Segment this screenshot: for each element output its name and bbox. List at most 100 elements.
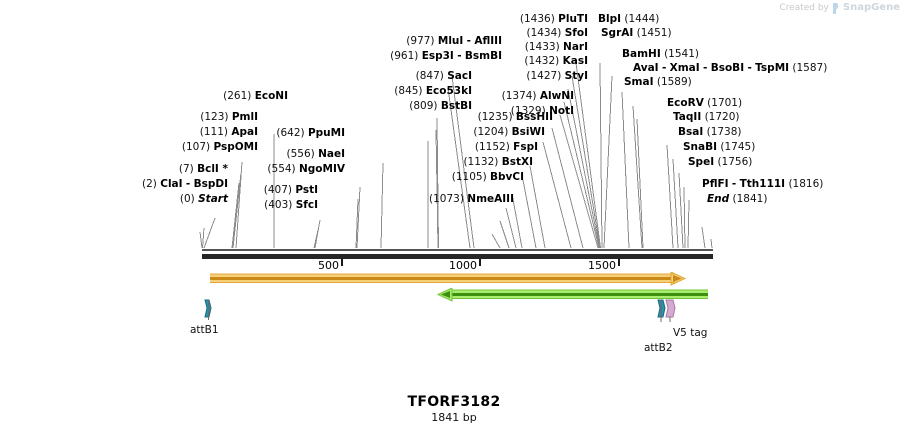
site-enzyme: BbvCI	[490, 171, 524, 183]
site-label-111: (111) ApaI	[200, 126, 258, 138]
site-pos: (554)	[267, 163, 296, 175]
site-enzyme: StyI	[564, 70, 588, 82]
site-label-845: (845) Eco53kI	[394, 85, 472, 97]
site-pos: (1152)	[474, 141, 510, 153]
site-enzyme: BamHI	[622, 48, 661, 60]
site-pos: (1816)	[788, 178, 824, 190]
site-enzyme: MluI	[437, 35, 464, 47]
site-enzyme: Eco53kI	[425, 85, 472, 97]
sequence-backbone[interactable]	[202, 254, 713, 259]
site-pos: (847)	[415, 70, 444, 82]
site-pos: (1720)	[704, 111, 740, 123]
site-enzyme: SfoI	[564, 27, 588, 39]
site-label-1433: (1433) NarI	[525, 41, 588, 53]
site-pos: (1432)	[524, 55, 560, 67]
site-enzyme: ClaI	[160, 178, 183, 190]
site-label-1105: (1105) BbvCI	[452, 171, 524, 183]
site-enzyme: AvaI	[633, 62, 659, 74]
site-enzyme: SpeI	[688, 156, 715, 168]
site-enzyme: SgrAI	[601, 27, 634, 39]
site-pos: (1587)	[792, 62, 828, 74]
site-enzyme: BsmBI	[464, 50, 502, 62]
site-pos: (1745)	[720, 141, 756, 153]
site-label-977: (977) MluI - AflIII	[406, 35, 502, 47]
site-pos: (123)	[200, 111, 229, 123]
site-label-1841-end: End (1841)	[707, 193, 767, 205]
site-label-1738: BsaI (1738)	[678, 126, 742, 138]
site-pos: (1434)	[526, 27, 562, 39]
orf-reverse-arrow[interactable]	[432, 288, 717, 302]
site-pos: (961)	[390, 50, 419, 62]
site-label-961: (961) Esp3I - BsmBI	[390, 50, 502, 62]
site-label-556: (556) NaeI	[287, 148, 345, 160]
site-enzyme: Tth111I	[739, 178, 786, 190]
ruler-tick-1000	[479, 259, 481, 266]
site-label-1816: PflFI - Tth111I (1816)	[702, 178, 824, 190]
site-pos: (1589)	[656, 76, 692, 88]
site-label-1436: (1436) PluTI	[520, 13, 588, 25]
site-enzyme: NarI	[563, 41, 588, 53]
site-enzyme: BstXI	[501, 156, 533, 168]
sequence-title: TFORF3182	[407, 394, 501, 410]
site-pos: (1841)	[732, 193, 768, 205]
site-pos: (1374)	[501, 90, 537, 102]
site-enzyme: BsaI	[678, 126, 704, 138]
site-pos: (1701)	[707, 97, 743, 109]
attb2-marker-icon[interactable]	[650, 298, 684, 322]
orf-forward-arrow[interactable]	[205, 272, 705, 286]
attb1-marker-icon[interactable]	[198, 298, 222, 322]
site-pos: (1436)	[519, 13, 555, 25]
v5-tag-marker-icon[interactable]	[662, 298, 692, 322]
site-label-1434: (1434) SfoI	[526, 27, 588, 39]
site-label-1756: SpeI (1756)	[688, 156, 752, 168]
site-enzyme: AflIII	[474, 35, 502, 47]
site-pos: (1329)	[510, 105, 546, 117]
site-enzyme: PmlI	[231, 111, 258, 123]
site-pos: (7)	[178, 163, 194, 175]
site-label-1073: (1073) NmeAIII	[429, 193, 514, 205]
site-label-403: (403) SfcI	[264, 199, 318, 211]
site-pos: (1444)	[624, 13, 660, 25]
site-label-809: (809) BstBI	[409, 100, 472, 112]
site-enzyme: BsiWI	[511, 126, 545, 138]
attb2-label: attB2	[644, 342, 673, 354]
site-enzyme: BstBI	[440, 100, 472, 112]
site-enzyme: SmaI	[624, 76, 654, 88]
site-label-1132: (1132) BstXI	[463, 156, 533, 168]
site-pos: (977)	[406, 35, 435, 47]
site-label-2: (2) ClaI - BspDI	[142, 178, 228, 190]
site-label-7: (7) BclI *	[179, 163, 228, 175]
site-pos: (809)	[409, 100, 438, 112]
site-pos: (2)	[142, 178, 157, 190]
site-enzyme: NgoMIV	[299, 163, 345, 175]
site-pos: (107)	[181, 141, 211, 153]
site-label-261: (261) EcoNI	[223, 90, 288, 102]
site-enzyme: PspOMI	[213, 141, 258, 153]
site-label-107: (107) PspOMI	[182, 141, 258, 153]
site-pos: (1073)	[429, 193, 464, 205]
watermark-prefix: Created by	[779, 2, 829, 13]
site-pos: (407)	[263, 184, 292, 196]
site-pos: (1204)	[473, 126, 509, 138]
site-label-407: (407) PstI	[264, 184, 318, 196]
site-pos: (403)	[264, 199, 293, 211]
site-enzyme: BlpI	[598, 13, 622, 25]
site-enzyme: BspDI	[193, 178, 228, 190]
site-enzyme: PpuMI	[307, 127, 345, 139]
site-pos: (1541)	[664, 48, 699, 60]
site-label-1235: (1235) BssHII	[478, 111, 553, 123]
ruler-tick-1500	[618, 259, 620, 266]
site-label-1587: AvaI - XmaI - BsoBI - TspMI (1587)	[633, 62, 828, 74]
ruler-label-500: 500	[318, 259, 339, 272]
site-pos: (1132)	[463, 156, 499, 168]
site-label-1204: (1204) BsiWI	[473, 126, 545, 138]
site-label-0-start: (0) Start	[180, 193, 228, 205]
site-enzyme: SacI	[447, 70, 472, 82]
site-label-847: (847) SacI	[416, 70, 472, 82]
site-label-1374: (1374) AlwNI	[502, 90, 574, 102]
site-label-1451: SgrAI (1451)	[601, 27, 672, 39]
site-enzyme: NotI	[549, 105, 574, 117]
site-pos: (556)	[286, 148, 315, 160]
site-label-1720: TaqII (1720)	[673, 111, 740, 123]
site-enzyme: NmeAIII	[467, 193, 514, 205]
